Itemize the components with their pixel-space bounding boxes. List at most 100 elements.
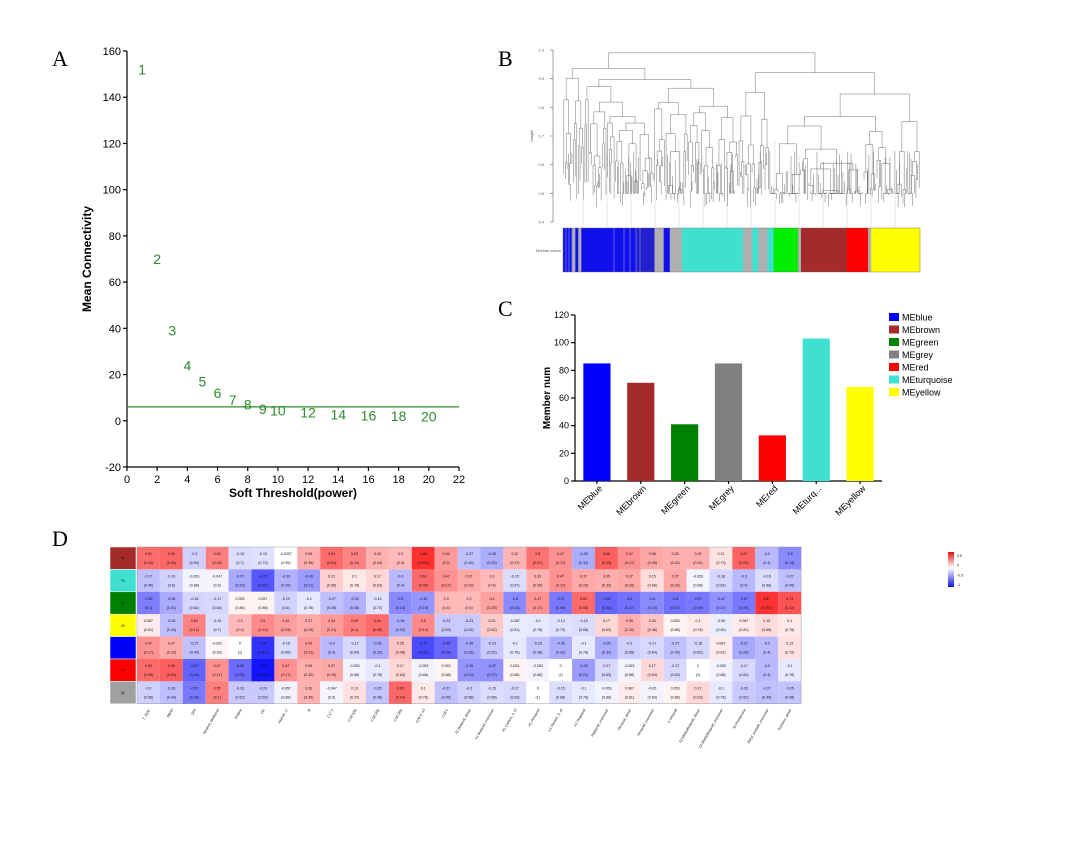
heatmap-column-label: Hexanal_monomer (636, 708, 655, 737)
heatmap-column-label: T_NOC (142, 708, 152, 721)
dendro-y-tick-label: 0.8 (538, 105, 544, 110)
dendro-branch (697, 162, 701, 194)
dendro-branch (839, 93, 910, 122)
dendro-branch (584, 124, 587, 183)
heatmap-column-label: X1.Propanol (573, 708, 587, 728)
module-colors-label: Module colors (536, 248, 561, 253)
heatmap-cell-pvalue: (0.45) (464, 561, 473, 565)
heatmap-cell-value: -0.23 (465, 619, 473, 623)
module-color-segment (563, 228, 573, 272)
heatmap-cell (457, 636, 481, 659)
heatmap-cell-value: -0.87 (259, 642, 267, 646)
bar-y-tick-label: 0 (564, 476, 569, 486)
heatmap-cell (388, 591, 412, 615)
dendro-branch (598, 167, 602, 201)
heatmap-cell (663, 636, 687, 659)
heatmap-cell (480, 547, 504, 570)
heatmap-cell-pvalue: (0.81) (510, 628, 519, 632)
heatmap-cell-value: -0.15 (763, 574, 771, 578)
heatmap-cell-pvalue: (0.14) (258, 628, 267, 632)
heatmap-cell-pvalue: (0.05) (419, 583, 428, 587)
heatmap-cell (595, 569, 618, 592)
heatmap-cell-value: -0.35 (488, 552, 496, 556)
heatmap-cell (228, 659, 252, 682)
heatmap-cell-pvalue: (0.81) (739, 628, 748, 632)
heatmap-cell-value: 0.25 (649, 619, 656, 623)
heatmap-cell-pvalue: (0.17) (625, 561, 634, 565)
heatmap-cell-value: -0.27 (328, 597, 336, 601)
heatmap-cell (526, 569, 550, 592)
heatmap-cell-value: 0.38 (649, 552, 656, 556)
heatmap-cell-pvalue: (0.21) (579, 673, 588, 677)
panel-label-b: B (498, 46, 513, 71)
heatmap-cell (778, 547, 802, 570)
heatmap-cell (755, 591, 779, 615)
heatmap-cell-pvalue: (0.52) (487, 628, 496, 632)
heatmap-cell-pvalue: (0.89) (648, 695, 657, 699)
module-row-name: re (121, 668, 124, 672)
heatmap-cell (320, 681, 344, 704)
heatmap-cell-pvalue: (0.001) (257, 651, 268, 655)
heatmap-cell-pvalue: (0.4) (397, 561, 404, 565)
heatmap-cell (137, 681, 160, 704)
heatmap-cell (709, 547, 733, 570)
x-tick-label: 14 (332, 474, 344, 486)
heatmap-cell (434, 569, 458, 592)
heatmap-cell (159, 614, 183, 637)
heatmap-cell (503, 547, 527, 570)
heatmap-cell (686, 591, 710, 615)
heatmap-cell-pvalue: (0.32) (396, 628, 405, 632)
heatmap-cell (549, 636, 573, 659)
heatmap-cell-value: 0.37 (328, 664, 335, 668)
heatmap-cell (228, 547, 252, 570)
heatmap-cell-value: -0.13 (557, 619, 565, 623)
heatmap-cell (663, 659, 687, 682)
heatmap-legend-tick: -0.5 (957, 573, 963, 577)
dendro-branch (711, 167, 715, 200)
dendro-branch (579, 127, 583, 148)
heatmap-cell (274, 636, 298, 659)
heatmap-cell-value: 0.87 (763, 597, 770, 601)
heatmap-cell-pvalue: (0.4) (763, 651, 770, 655)
heatmap-cell-pvalue: (0.7) (236, 561, 243, 565)
heatmap-cell (617, 681, 641, 704)
heatmap-cell-pvalue: (0.09) (556, 606, 565, 610)
heatmap-cell-value: 0.68 (168, 664, 175, 668)
dendro-branch (719, 193, 723, 202)
heatmap-cell (297, 569, 321, 592)
bar-x-tick-label: MEgreen (659, 483, 692, 516)
heatmap-cell-value: 0.37 (168, 642, 175, 646)
dendro-branch (608, 52, 816, 73)
heatmap-cell-pvalue: (0.48) (373, 695, 382, 699)
dendro-branch (748, 144, 754, 164)
legend-label: MEgreen (902, 338, 939, 348)
heatmap-cell-pvalue: (0.63) (693, 695, 702, 699)
heatmap-cell-pvalue: (0.45) (327, 606, 336, 610)
heatmap-cell-value: 0.47 (282, 664, 289, 668)
heatmap-cell-pvalue: (0.78) (510, 651, 519, 655)
heatmap-cell-value: -0.17 (648, 642, 656, 646)
legend-swatch (889, 313, 899, 321)
heatmap-cell (778, 614, 802, 637)
heatmap-cell (778, 659, 802, 682)
module-row-name: gy (121, 691, 125, 695)
dendro-branch (585, 99, 589, 182)
heatmap-cell-pvalue: (0.78) (304, 606, 313, 610)
y-tick-label: 80 (109, 231, 121, 243)
heatmap-cell-value: -0.25 (534, 642, 542, 646)
module-row-name: ye (121, 623, 125, 627)
heatmap-cell-pvalue: (0.29) (235, 583, 244, 587)
heatmap-cell (320, 636, 344, 659)
heatmap-cell (457, 659, 481, 682)
dendro-branch (821, 190, 839, 194)
heatmap-cell-value: -0.65 (602, 597, 610, 601)
y-tick-label: 40 (109, 323, 121, 335)
heatmap-cell (480, 569, 504, 592)
heatmap-cell-value: 0.053 (236, 597, 245, 601)
heatmap-cell (343, 547, 366, 570)
heatmap-cell-pvalue: (0.63) (602, 673, 611, 677)
heatmap-cell-pvalue: (0.29) (327, 673, 336, 677)
heatmap-cell (274, 614, 298, 637)
module-color-segment (868, 228, 872, 272)
heatmap-cell-value: -0.25 (373, 686, 381, 690)
